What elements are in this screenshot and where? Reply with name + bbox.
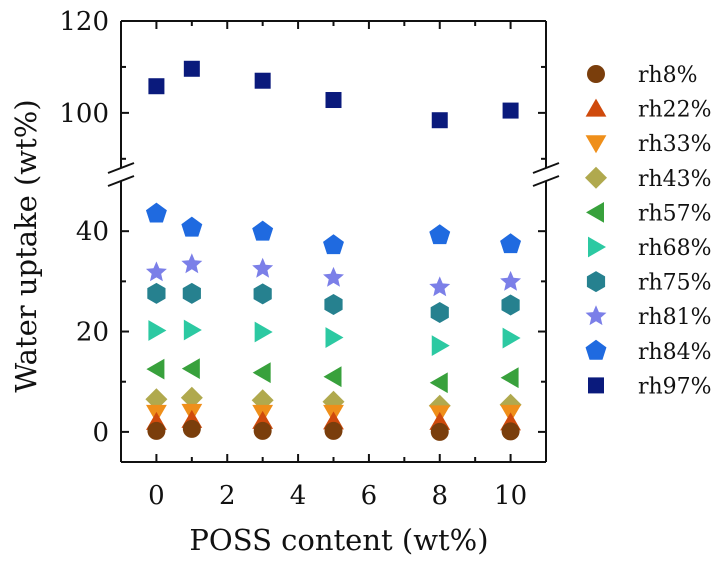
legend: rh8% rh22% rh33% rh43% rh57% rh68% rh75% rh81% r… xyxy=(585,63,712,399)
data-point-rh75pct xyxy=(430,301,449,323)
legend-marker-rh43pct xyxy=(585,166,607,189)
data-point-rh81pct xyxy=(323,266,344,287)
data-point-rh57pct xyxy=(146,358,165,380)
data-point-rh84pct xyxy=(145,202,167,223)
legend-marker-rh84pct xyxy=(585,339,607,360)
data-point-rh68pct xyxy=(148,320,167,341)
y-axis-title: Water uptake (wt%) xyxy=(9,99,43,392)
data-point-rh8pct xyxy=(430,422,449,441)
data-points xyxy=(145,60,522,441)
legend-marker-rh57pct xyxy=(586,202,604,223)
legend-label: rh8% xyxy=(638,63,698,88)
x-tick-label: 2 xyxy=(219,481,236,511)
legend-label: rh33% xyxy=(638,132,712,157)
data-point-rh8pct xyxy=(182,419,201,438)
data-point-rh68pct xyxy=(502,327,521,349)
data-point-rh68pct xyxy=(431,335,450,356)
x-axis-title: POSS content (wt%) xyxy=(189,523,488,557)
y-tick-label: 40 xyxy=(76,217,109,247)
legend-label: rh43% xyxy=(638,167,712,192)
x-tick-label: 8 xyxy=(431,481,448,511)
data-point-rh97pct xyxy=(325,92,342,109)
data-point-rh84pct xyxy=(500,233,522,254)
y-tick-label: 0 xyxy=(92,418,109,448)
data-point-rh84pct xyxy=(429,224,451,245)
legend-label: rh68% xyxy=(638,236,712,261)
data-point-rh8pct xyxy=(147,421,166,440)
legend-label: rh57% xyxy=(638,201,712,226)
y-tick-label: 100 xyxy=(59,99,109,129)
data-point-rh8pct xyxy=(253,421,272,440)
data-point-rh68pct xyxy=(254,321,273,343)
data-point-rh68pct xyxy=(183,319,202,341)
legend-marker-rh33pct xyxy=(585,135,607,154)
data-point-rh57pct xyxy=(323,366,342,388)
x-tick-label: 10 xyxy=(494,481,527,511)
data-point-rh81pct xyxy=(181,253,203,274)
data-point-rh84pct xyxy=(323,234,344,255)
legend-label: rh97% xyxy=(638,374,712,399)
data-point-rh75pct xyxy=(501,294,520,316)
data-point-rh81pct xyxy=(429,276,451,297)
x-tick-label: 0 xyxy=(148,481,165,511)
legend-label: rh75% xyxy=(638,271,712,296)
axis-break-mark xyxy=(532,162,560,174)
legend-marker-rh8pct xyxy=(587,65,605,83)
legend-label: rh81% xyxy=(638,305,712,330)
data-point-rh81pct xyxy=(500,270,522,291)
axes xyxy=(107,20,560,463)
data-point-rh97pct xyxy=(183,60,200,77)
legend-marker-rh81pct xyxy=(585,305,607,326)
data-point-rh43pct xyxy=(145,388,168,411)
data-point-rh8pct xyxy=(324,421,343,440)
data-point-rh75pct xyxy=(324,293,343,315)
data-point-rh57pct xyxy=(429,372,448,394)
axis-break-mark xyxy=(107,175,135,187)
data-point-rh75pct xyxy=(147,282,166,304)
y-tick-label: 20 xyxy=(76,318,109,348)
data-point-rh57pct xyxy=(252,362,271,384)
data-point-rh97pct xyxy=(502,102,519,119)
data-point-rh81pct xyxy=(145,261,167,282)
x-tick-label: 6 xyxy=(361,481,378,511)
data-point-rh81pct xyxy=(252,257,274,278)
data-point-rh97pct xyxy=(254,72,271,89)
data-point-rh75pct xyxy=(182,282,201,304)
legend-marker-rh22pct xyxy=(585,98,607,117)
data-point-rh97pct xyxy=(148,78,165,95)
data-point-rh84pct xyxy=(252,220,274,241)
axis-break-mark xyxy=(107,162,135,174)
legend-marker-rh75pct xyxy=(586,271,606,293)
data-point-rh97pct xyxy=(431,112,448,129)
legend-marker-rh97pct xyxy=(588,377,604,394)
legend-label: rh84% xyxy=(638,340,712,365)
y-tick-label: 120 xyxy=(59,7,109,37)
legend-marker-rh68pct xyxy=(588,236,606,258)
data-point-rh8pct xyxy=(501,422,520,441)
data-point-rh43pct xyxy=(180,386,203,409)
data-point-rh57pct xyxy=(500,367,519,389)
legend-label: rh22% xyxy=(638,98,712,123)
x-tick-label: 4 xyxy=(290,481,307,511)
data-point-rh68pct xyxy=(325,327,344,348)
data-point-rh84pct xyxy=(181,216,203,237)
data-point-rh75pct xyxy=(253,283,272,305)
data-point-rh57pct xyxy=(181,358,200,380)
axis-break-mark xyxy=(532,175,560,187)
